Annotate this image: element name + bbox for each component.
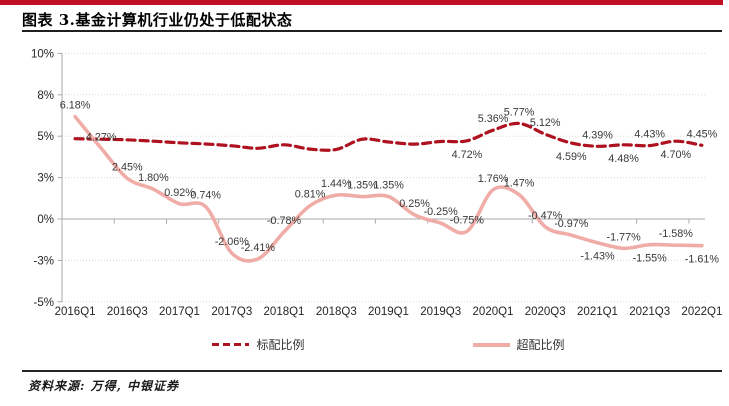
x-axis-label: 2020Q3 <box>525 306 566 318</box>
data-label: 0.74% <box>190 190 221 202</box>
data-label: 6.18% <box>60 100 91 112</box>
x-axis-label: 2022Q1 <box>681 306 722 318</box>
data-label: 4.70% <box>660 149 691 161</box>
data-label: -1.55% <box>633 253 668 265</box>
data-label: -0.78% <box>267 215 302 227</box>
data-label: -0.47% <box>528 210 563 222</box>
chart-legend: 标配比例 超配比例 <box>62 336 715 353</box>
y-axis-label: -5% <box>34 297 54 309</box>
data-label: -1.43% <box>580 251 615 263</box>
data-label: 1.47% <box>504 178 535 190</box>
x-axis-label: 2021Q3 <box>629 306 670 318</box>
data-label: -1.77% <box>606 231 641 243</box>
data-label: 0.81% <box>295 189 326 201</box>
y-axis-label: 5% <box>37 131 54 143</box>
legend-label-benchmark: 标配比例 <box>256 338 305 352</box>
data-label: 1.35% <box>347 180 378 192</box>
x-axis-label: 2017Q1 <box>159 306 200 318</box>
data-label: -2.06% <box>215 236 250 248</box>
x-axis-label: 2017Q3 <box>211 306 252 318</box>
data-label: 4.43% <box>634 129 665 141</box>
data-label: 4.59% <box>556 151 587 163</box>
data-label: 0.25% <box>399 198 430 210</box>
data-label: -0.25% <box>424 206 459 218</box>
source-note: 资料来源: 万得, 中银证券 <box>28 379 179 393</box>
data-label: 1.80% <box>138 172 169 184</box>
data-label: -0.75% <box>450 214 485 226</box>
source-divider <box>22 370 722 372</box>
data-label: 1.44% <box>321 178 352 190</box>
x-axis-label: 2018Q3 <box>316 306 357 318</box>
x-axis-label: 2020Q1 <box>473 306 514 318</box>
benchmark-ratio-line <box>73 121 704 152</box>
data-label: -2.41% <box>241 242 276 254</box>
y-axis-label: -3% <box>34 255 54 267</box>
data-label: 1.76% <box>478 173 509 185</box>
line-chart: 10% 8% 5% 3% 0% -3% -5%2016Q1 2016Q3 2017Q1 2017Q… <box>31 48 722 318</box>
data-label: -1.58% <box>659 228 694 240</box>
x-axis-label: 2018Q1 <box>264 306 305 318</box>
y-axis-label: 10% <box>31 48 54 60</box>
x-axis-label: 2016Q3 <box>107 306 148 318</box>
legend-item-benchmark-ratio: 标配比例 <box>212 336 305 353</box>
data-label: 4.27% <box>86 131 117 143</box>
data-label: 0.92% <box>164 187 195 199</box>
data-label: 4.72% <box>452 149 483 161</box>
y-axis-label: 8% <box>37 90 54 102</box>
data-label: 2.45% <box>112 161 143 173</box>
data-label: 5.12% <box>530 117 561 129</box>
x-axis-label: 2019Q1 <box>368 306 409 318</box>
overweight-ratio-line <box>73 114 704 263</box>
data-label: 5.77% <box>504 106 535 118</box>
data-label: 1.35% <box>373 180 404 192</box>
y-axis-label: 3% <box>37 173 54 185</box>
x-axis-label: 2019Q3 <box>420 306 461 318</box>
x-axis-label: 2021Q1 <box>577 306 618 318</box>
data-label: 5.36% <box>478 113 509 125</box>
y-axis-label: 0% <box>37 214 54 226</box>
dashed-line-sample <box>212 343 250 346</box>
solid-line-sample <box>472 342 510 347</box>
data-label: -0.97% <box>554 218 589 230</box>
title-divider <box>22 30 722 32</box>
legend-item-overweight-ratio: 超配比例 <box>472 336 565 353</box>
accent-top-bar <box>0 0 723 5</box>
legend-label-overweight: 超配比例 <box>516 338 565 352</box>
data-label: 4.45% <box>687 128 718 140</box>
data-label: 4.39% <box>582 129 613 141</box>
data-label: 4.48% <box>608 153 639 165</box>
data-label: -1.61% <box>685 254 720 266</box>
x-axis-label: 2016Q1 <box>55 306 96 318</box>
figure-title: 图表 3.基金计算机行业仍处于低配状态 <box>22 11 293 29</box>
